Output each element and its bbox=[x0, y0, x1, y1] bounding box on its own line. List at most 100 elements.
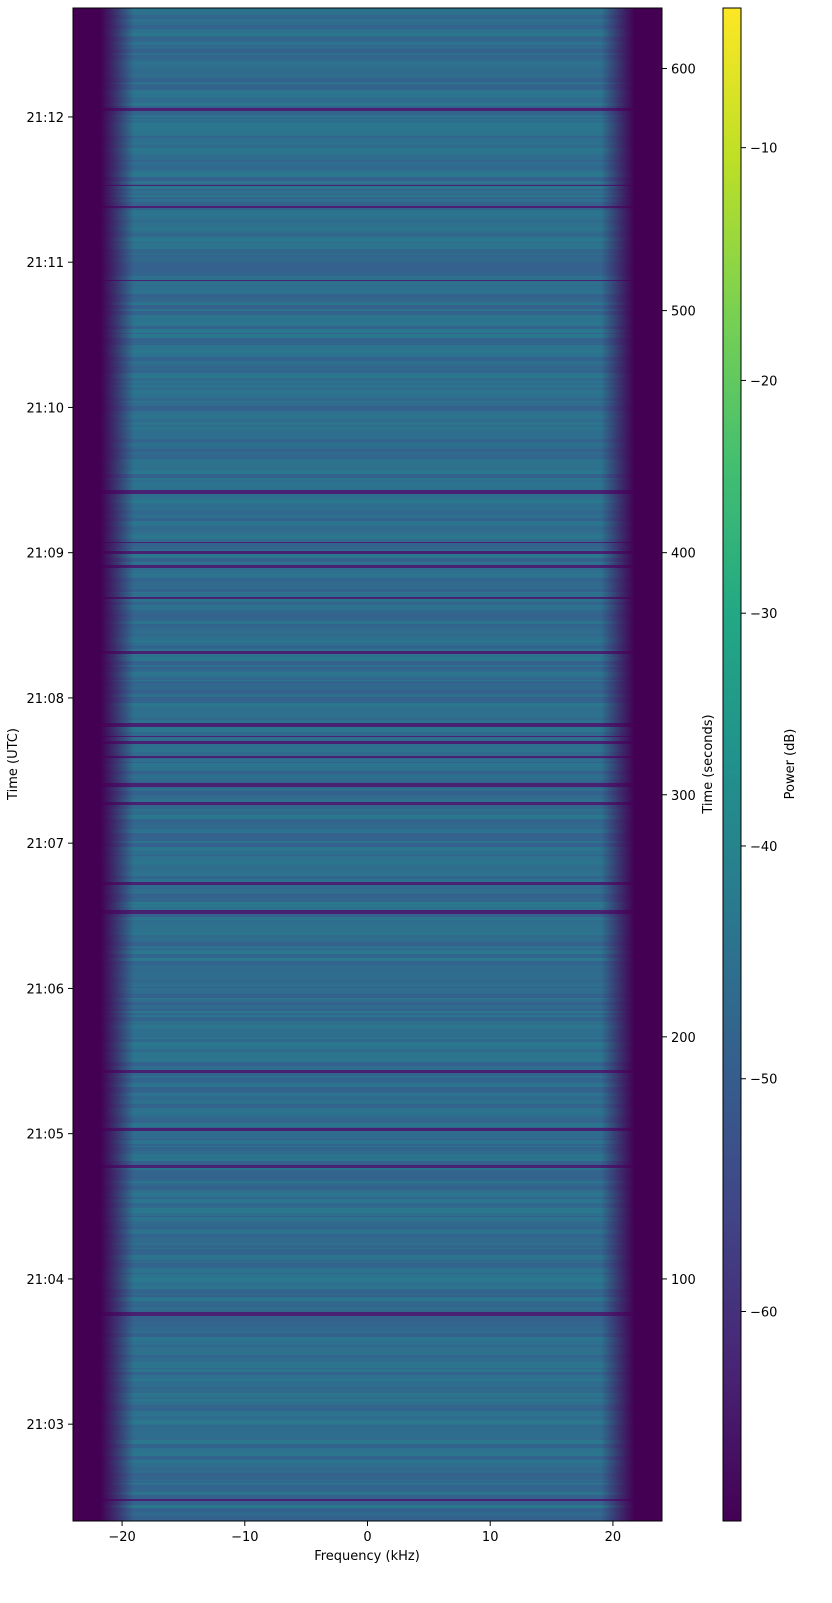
spectrogram-row bbox=[100, 302, 635, 305]
spectrogram-row bbox=[100, 103, 635, 104]
spectrogram-row bbox=[100, 1480, 635, 1481]
spectrogram-row bbox=[100, 353, 635, 357]
spectrogram-row bbox=[100, 500, 635, 503]
spectrogram-row bbox=[100, 276, 635, 280]
spectrogram-row bbox=[100, 727, 635, 729]
spectrogram-row bbox=[100, 641, 635, 642]
spectrogram-row bbox=[100, 1293, 635, 1295]
spectrogram-row bbox=[100, 364, 635, 367]
x-axis-ticks: −20 −10 0 10 20 bbox=[108, 1521, 621, 1545]
spectrogram-row bbox=[100, 478, 635, 480]
spectrogram-row bbox=[100, 723, 635, 727]
spectrogram-row bbox=[100, 1078, 635, 1082]
spectrogram-row bbox=[100, 1186, 635, 1190]
spectrogram-row bbox=[100, 255, 635, 258]
spectrogram-row bbox=[100, 1312, 635, 1316]
spectrogram-row bbox=[100, 1483, 635, 1484]
spectrogram-row bbox=[100, 1415, 635, 1416]
spectrogram-row bbox=[100, 270, 635, 272]
spectrogram-row bbox=[100, 191, 635, 193]
spectrogram-row bbox=[100, 153, 635, 154]
spectrogram-row bbox=[100, 882, 635, 885]
spectrogram-row bbox=[100, 53, 635, 55]
spectrogram-row bbox=[100, 1096, 635, 1100]
spectrogram-row bbox=[100, 815, 635, 819]
spectrogram-row bbox=[100, 442, 635, 443]
spectrogram-row bbox=[100, 924, 635, 927]
spectrogram-row bbox=[100, 525, 635, 527]
spectrogram-row bbox=[100, 10, 635, 12]
spectrogram-row bbox=[100, 917, 635, 919]
spectrogram-row bbox=[100, 1405, 635, 1408]
spectrogram-row bbox=[100, 1021, 635, 1025]
spectrogram-row bbox=[100, 737, 635, 740]
spectrogram-row bbox=[100, 1331, 635, 1333]
spectrogram-row bbox=[100, 1414, 635, 1415]
spectrogram-row bbox=[100, 184, 635, 185]
spectrogram-row bbox=[100, 1100, 635, 1104]
spectrogram-row bbox=[100, 1361, 635, 1362]
spectrogram-row bbox=[100, 950, 635, 951]
spectrogram-row bbox=[100, 378, 635, 381]
spectrogram-row bbox=[100, 171, 635, 172]
spectrogram-row bbox=[100, 954, 635, 958]
spectrogram-row bbox=[100, 539, 635, 542]
spectrogram-row bbox=[100, 1489, 635, 1492]
spectrogram-row bbox=[100, 958, 635, 961]
spectrogram-row bbox=[100, 1011, 635, 1013]
spectrogram-row bbox=[100, 262, 635, 266]
spectrogram-row bbox=[100, 374, 635, 375]
spectrogram-row bbox=[100, 1381, 635, 1382]
x-tick-label: −10 bbox=[231, 1530, 258, 1545]
spectrogram-row bbox=[100, 1104, 635, 1108]
spectrogram-row bbox=[100, 689, 635, 690]
spectrogram-row bbox=[100, 779, 635, 782]
spectrogram-row bbox=[100, 661, 635, 665]
spectrogram-row bbox=[100, 1416, 635, 1420]
spectrogram-row bbox=[100, 1397, 635, 1399]
spectrogram-row bbox=[100, 156, 635, 160]
spectrogram-row bbox=[100, 1495, 635, 1499]
spectrogram-row bbox=[100, 173, 635, 177]
spectrogram-row bbox=[100, 1261, 635, 1262]
spectrogram-row bbox=[100, 810, 635, 812]
spectrogram-row bbox=[100, 537, 635, 539]
y-left-axis-label: Time (UTC) bbox=[6, 728, 21, 801]
spectrogram-row bbox=[100, 1482, 635, 1483]
spectrogram-row bbox=[100, 550, 635, 551]
spectrogram-row bbox=[100, 872, 635, 876]
x-tick-label: −20 bbox=[108, 1530, 135, 1545]
spectrogram-row bbox=[100, 185, 635, 186]
spectrogram-row bbox=[100, 994, 635, 998]
spectrogram-row bbox=[100, 322, 635, 326]
spectrogram-row bbox=[100, 967, 635, 968]
spectrogram-row bbox=[100, 665, 635, 667]
spectrogram-row bbox=[100, 286, 635, 290]
spectrogram-row bbox=[100, 1301, 635, 1305]
spectrogram-row bbox=[100, 680, 635, 681]
spectrogram-row bbox=[100, 1243, 635, 1245]
spectrogram-row bbox=[100, 231, 635, 233]
spectrogram-row bbox=[100, 193, 635, 195]
spectrogram-row bbox=[100, 247, 635, 249]
spectrogram-row bbox=[100, 1208, 635, 1209]
spectrogram-row bbox=[100, 214, 635, 216]
spectrogram-row bbox=[100, 852, 635, 855]
spectrogram-row bbox=[100, 919, 635, 920]
spectrogram-row bbox=[100, 1516, 635, 1520]
spectrogram-row bbox=[100, 1263, 635, 1266]
spectrogram-row bbox=[100, 1354, 635, 1355]
spectrogram-row bbox=[100, 1432, 635, 1433]
spectrogram-row bbox=[100, 658, 635, 661]
spectrogram-row bbox=[100, 338, 635, 339]
spectrogram-row bbox=[100, 12, 635, 15]
spectrogram-row bbox=[100, 483, 635, 486]
spectrogram-row bbox=[100, 1015, 635, 1017]
spectrogram-row bbox=[100, 809, 635, 810]
spectrogram-row bbox=[100, 1038, 635, 1039]
spectrogram-row bbox=[100, 855, 635, 856]
spectrogram-row bbox=[100, 878, 635, 879]
spectrogram-row bbox=[100, 1456, 635, 1460]
spectrogram-row bbox=[100, 614, 635, 616]
spectrogram-row bbox=[100, 1174, 635, 1175]
